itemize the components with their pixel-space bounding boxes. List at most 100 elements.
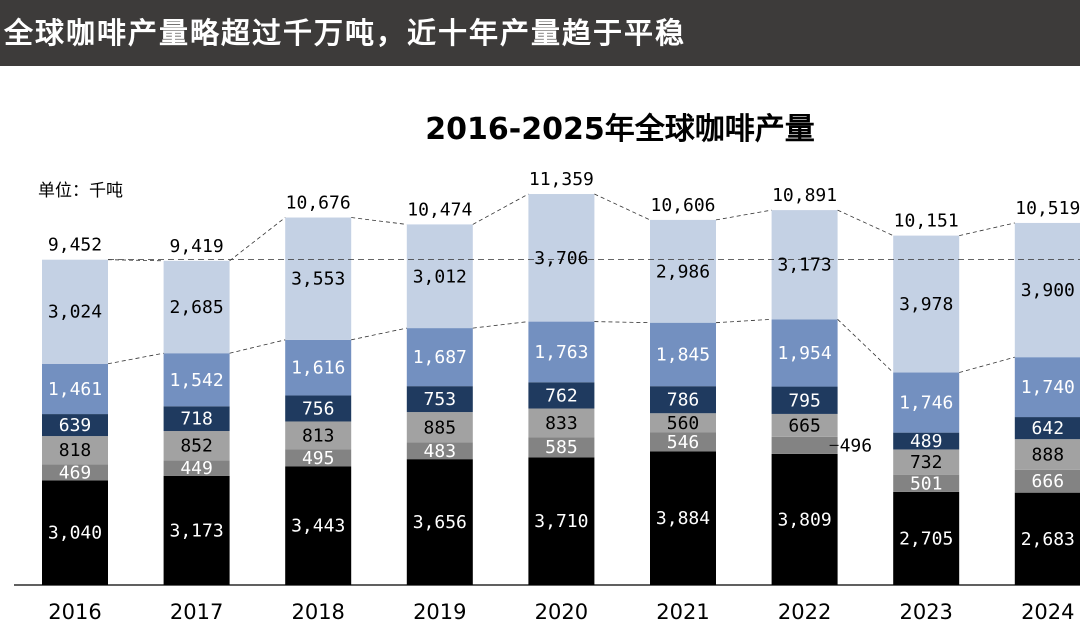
banner-title: 全球咖啡产量略超过千万吨，近十年产量趋于平稳 xyxy=(4,16,687,50)
mid-connector-1 xyxy=(229,339,286,354)
bar-segment-2017-3 xyxy=(163,406,230,432)
x-tick-2017: 2017 xyxy=(170,600,223,624)
mid-connector-2 xyxy=(351,327,407,341)
x-tick-2023: 2023 xyxy=(899,600,952,624)
total-label-2020: 11,359 xyxy=(529,169,594,190)
header-banner: 全球咖啡产量略超过千万吨，近十年产量趋于平稳 xyxy=(0,0,1080,66)
bar-segment-2019-1 xyxy=(406,442,473,460)
bar-segment-2016-5 xyxy=(42,259,108,364)
segment-label-2019-4: 1,687 xyxy=(413,347,467,368)
total-connector-5 xyxy=(715,209,772,221)
total-connector-7 xyxy=(959,222,1015,236)
x-tick-2019: 2019 xyxy=(413,600,466,624)
bar-segment-2016-0 xyxy=(42,480,108,585)
total-label-2018: 10,676 xyxy=(286,193,351,214)
segment-label-2018-2: 813 xyxy=(302,425,335,446)
mid-connector-5 xyxy=(715,318,772,324)
segment-label-2016-3: 639 xyxy=(59,415,92,436)
segment-label-2017-5: 2,685 xyxy=(170,297,224,318)
bar-segment-2019-3 xyxy=(406,386,473,413)
segment-label-2021-1: 546 xyxy=(667,432,700,453)
segment-label-2020-0: 3,710 xyxy=(534,511,588,532)
segment-label-2016-0: 3,040 xyxy=(48,523,102,544)
segment-label-2022-4: 1,954 xyxy=(778,343,832,364)
bar-segment-2018-1 xyxy=(285,449,352,467)
x-tick-2021: 2021 xyxy=(656,600,709,624)
segment-label-2016-2: 818 xyxy=(59,440,92,461)
segment-label-2018-3: 756 xyxy=(302,398,335,419)
segment-label-2018-0: 3,443 xyxy=(291,516,345,537)
total-label-2021: 10,606 xyxy=(650,195,715,216)
bar-segment-2016-4 xyxy=(42,363,108,415)
segment-label-2024-0: 2,683 xyxy=(1021,529,1075,550)
segment-label-2020-4: 1,763 xyxy=(534,342,588,363)
bar-segment-2021-0 xyxy=(650,451,716,585)
segment-label-2021-0: 3,884 xyxy=(656,508,710,529)
segment-label-2021-4: 1,845 xyxy=(656,344,710,365)
x-tick-2024: 2024 xyxy=(1021,600,1074,624)
bar-segment-2017-4 xyxy=(163,353,230,407)
segment-label-2018-5: 3,553 xyxy=(291,269,345,290)
segment-label-2019-3: 753 xyxy=(424,389,457,410)
bar-segment-2019-5 xyxy=(406,224,473,329)
total-connector-0 xyxy=(107,259,164,262)
bar-segment-2020-2 xyxy=(528,408,595,438)
bar-segment-2019-2 xyxy=(406,412,473,443)
segment-label-2019-5: 3,012 xyxy=(413,266,467,287)
bar-segment-2024-4 xyxy=(1014,357,1080,418)
bar-segment-2021-1 xyxy=(650,432,716,452)
segment-label-2022-2: 665 xyxy=(788,415,821,436)
bar-segment-2020-5 xyxy=(528,194,595,322)
bar-segment-2019-4 xyxy=(406,328,473,387)
bar-segment-2019-0 xyxy=(406,459,473,585)
x-tick-2020: 2020 xyxy=(535,600,588,624)
bar-segment-2018-0 xyxy=(285,466,352,585)
total-connector-2 xyxy=(351,217,407,225)
x-tick-2022: 2022 xyxy=(778,600,831,624)
total-connector-1 xyxy=(229,217,286,262)
bar-segment-2021-2 xyxy=(650,413,716,433)
bar-segment-2022-1 xyxy=(771,436,838,454)
segment-label-2016-5: 3,024 xyxy=(48,302,102,323)
bar-segment-2023-2 xyxy=(893,449,960,475)
segment-label-2017-2: 852 xyxy=(180,436,213,457)
total-label-2019: 10,474 xyxy=(407,199,472,220)
segment-label-2020-1: 585 xyxy=(545,437,578,458)
segment-label-2022-0: 3,809 xyxy=(778,509,832,530)
segment-label-2021-5: 2,986 xyxy=(656,261,710,282)
segment-label-2023-2: 732 xyxy=(910,452,943,473)
bar-segment-2023-0 xyxy=(893,491,960,585)
bar-segment-2023-5 xyxy=(893,235,960,373)
bar-segment-2016-3 xyxy=(42,414,108,437)
segment-label-2019-0: 3,656 xyxy=(413,512,467,533)
bar-segment-2023-3 xyxy=(893,432,960,450)
mid-connector-0 xyxy=(107,352,164,365)
segment-label-2020-2: 833 xyxy=(545,413,578,434)
segment-label-2022-1: 496 xyxy=(840,435,873,456)
bar-segment-2018-4 xyxy=(285,339,352,396)
segment-label-2023-4: 1,746 xyxy=(899,393,953,414)
bar-segment-2022-5 xyxy=(771,210,838,320)
segment-label-2023-1: 501 xyxy=(910,473,943,494)
segment-label-2017-4: 1,542 xyxy=(170,370,224,391)
total-label-2024: 10,519 xyxy=(1015,198,1080,219)
segment-label-2018-4: 1,616 xyxy=(291,358,345,379)
unit-label: 单位：千吨 xyxy=(38,181,123,201)
segment-label-2019-2: 885 xyxy=(424,417,457,438)
total-label-2016: 9,452 xyxy=(48,235,102,256)
bar-segment-2022-3 xyxy=(771,386,838,414)
bar-segment-2021-5 xyxy=(650,219,716,323)
mid-connector-6 xyxy=(837,319,894,373)
segment-label-2021-2: 560 xyxy=(667,413,700,434)
segment-label-2019-1: 483 xyxy=(424,441,457,462)
bar-segment-2020-4 xyxy=(528,321,595,383)
segment-label-2022-3: 795 xyxy=(788,390,821,411)
segment-label-2023-5: 3,978 xyxy=(899,294,953,315)
segment-label-2023-3: 489 xyxy=(910,431,943,452)
bar-segment-2024-0 xyxy=(1014,492,1080,585)
mid-connector-4 xyxy=(594,321,651,324)
segment-label-2023-0: 2,705 xyxy=(899,528,953,549)
bar-segment-2016-1 xyxy=(42,464,108,481)
bar-segment-2022-2 xyxy=(771,413,838,437)
